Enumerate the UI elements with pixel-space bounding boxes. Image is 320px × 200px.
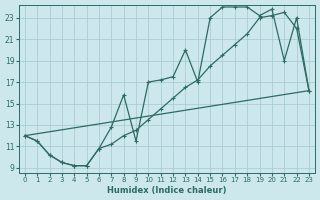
X-axis label: Humidex (Indice chaleur): Humidex (Indice chaleur) (107, 186, 227, 195)
